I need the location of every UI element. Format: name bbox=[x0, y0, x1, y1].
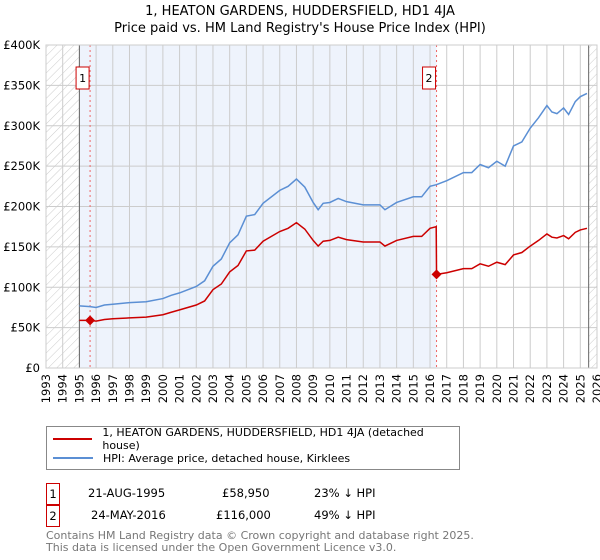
x-tick-label: 2012 bbox=[356, 374, 370, 403]
price-chart: 1993 1994 1995 1996 1997 1998 1999 2000 2001 2002… bbox=[3, 38, 600, 403]
x-tick-label: 2005 bbox=[239, 374, 253, 403]
x-tick-label: 1995 bbox=[72, 374, 86, 403]
x-tick-label: 2016 bbox=[423, 374, 437, 403]
legend-item-property: 1, HEATON GARDENS, HUDDERSFIELD, HD1 4JA… bbox=[53, 426, 459, 452]
x-tick-label: 1993 bbox=[39, 374, 53, 403]
x-tick-label: 2007 bbox=[273, 374, 287, 403]
x-tick-label: 1994 bbox=[56, 374, 70, 403]
annotation-box bbox=[422, 66, 437, 90]
x-tick-label: 2003 bbox=[206, 374, 220, 403]
x-tick-label: 2017 bbox=[440, 374, 454, 403]
x-tick-label: 2024 bbox=[557, 374, 571, 403]
x-tick-label: 2026 bbox=[590, 374, 600, 403]
annotation-label: 2 bbox=[426, 72, 433, 85]
y-tick-label: £100K bbox=[3, 280, 40, 294]
y-tick-label: £150K bbox=[3, 240, 40, 254]
legend-item-hpi: HPI: Average price, detached house, Kirk… bbox=[53, 450, 350, 466]
x-tick-label: 2015 bbox=[406, 374, 420, 403]
x-tick-label: 2013 bbox=[373, 374, 387, 403]
x-tick-label: 2004 bbox=[223, 374, 237, 403]
transaction-hpi: 23% ↓ HPI bbox=[314, 486, 376, 500]
x-tick-label: 2008 bbox=[289, 374, 303, 403]
plot-border bbox=[45, 44, 598, 369]
x-tick-label: 2006 bbox=[256, 374, 270, 403]
x-tick-label: 2021 bbox=[507, 374, 521, 403]
x-tick-label: 2014 bbox=[390, 374, 404, 403]
transaction-marker: 2 bbox=[46, 505, 60, 527]
x-tick-label: 2025 bbox=[573, 374, 587, 403]
x-tick-label: 2023 bbox=[540, 374, 554, 403]
y-tick-label: £300K bbox=[3, 119, 40, 133]
x-tick-label: 2000 bbox=[156, 374, 170, 403]
x-tick-label: 2002 bbox=[189, 374, 203, 403]
x-tick-label: 2011 bbox=[340, 374, 354, 403]
x-tick-label: 1999 bbox=[139, 374, 153, 403]
annotation-box bbox=[75, 66, 90, 90]
transaction-hpi: 49% ↓ HPI bbox=[314, 508, 376, 522]
x-tick-label: 1996 bbox=[89, 374, 103, 403]
chart-title: 1, HEATON GARDENS, HUDDERSFIELD, HD1 4JA… bbox=[0, 3, 600, 37]
annotation-label: 1 bbox=[79, 72, 86, 85]
property-line bbox=[79, 221, 588, 322]
x-tick-label: 1998 bbox=[122, 374, 136, 403]
footer-line: This data is licensed under the Open Gov… bbox=[46, 541, 397, 554]
transaction-marker: 1 bbox=[46, 483, 60, 505]
subtitle: Price paid vs. HM Land Registry's House … bbox=[114, 21, 486, 36]
x-tick-label: 2022 bbox=[523, 374, 537, 403]
legend: 1, HEATON GARDENS, HUDDERSFIELD, HD1 4JA… bbox=[46, 426, 460, 470]
sale-point bbox=[85, 315, 96, 326]
footer: Contains HM Land Registry data © Crown c… bbox=[46, 530, 474, 554]
sale-point bbox=[431, 269, 442, 280]
x-tick-label: 2009 bbox=[306, 374, 320, 403]
y-tick-label: £350K bbox=[3, 78, 40, 92]
title: 1, HEATON GARDENS, HUDDERSFIELD, HD1 4JA bbox=[145, 4, 455, 19]
transaction-price: £116,000 bbox=[216, 508, 271, 522]
x-tick-label: 1997 bbox=[106, 374, 120, 403]
hpi-line bbox=[79, 92, 588, 309]
x-tick-label: 2018 bbox=[456, 374, 470, 403]
y-tick-label: £0 bbox=[25, 361, 40, 375]
legend-label: HPI: Average price, detached house, Kirk… bbox=[103, 451, 351, 465]
transaction-date: 24-MAY-2016 bbox=[91, 508, 166, 522]
y-tick-label: £400K bbox=[3, 38, 40, 52]
x-tick-label: 2001 bbox=[173, 374, 187, 403]
transaction-date: 21-AUG-1995 bbox=[88, 486, 166, 500]
y-tick-label: £50K bbox=[11, 321, 41, 335]
y-tick-label: £250K bbox=[3, 159, 40, 173]
x-tick-label: 2010 bbox=[323, 374, 337, 403]
legend-label: 1, HEATON GARDENS, HUDDERSFIELD, HD1 4JA… bbox=[102, 426, 424, 452]
x-tick-label: 2020 bbox=[490, 374, 504, 403]
footer-line: Contains HM Land Registry data © Crown c… bbox=[46, 529, 474, 542]
transaction-price: £58,950 bbox=[222, 486, 270, 500]
x-tick-label: 2019 bbox=[473, 374, 487, 403]
y-tick-label: £200K bbox=[3, 200, 40, 214]
